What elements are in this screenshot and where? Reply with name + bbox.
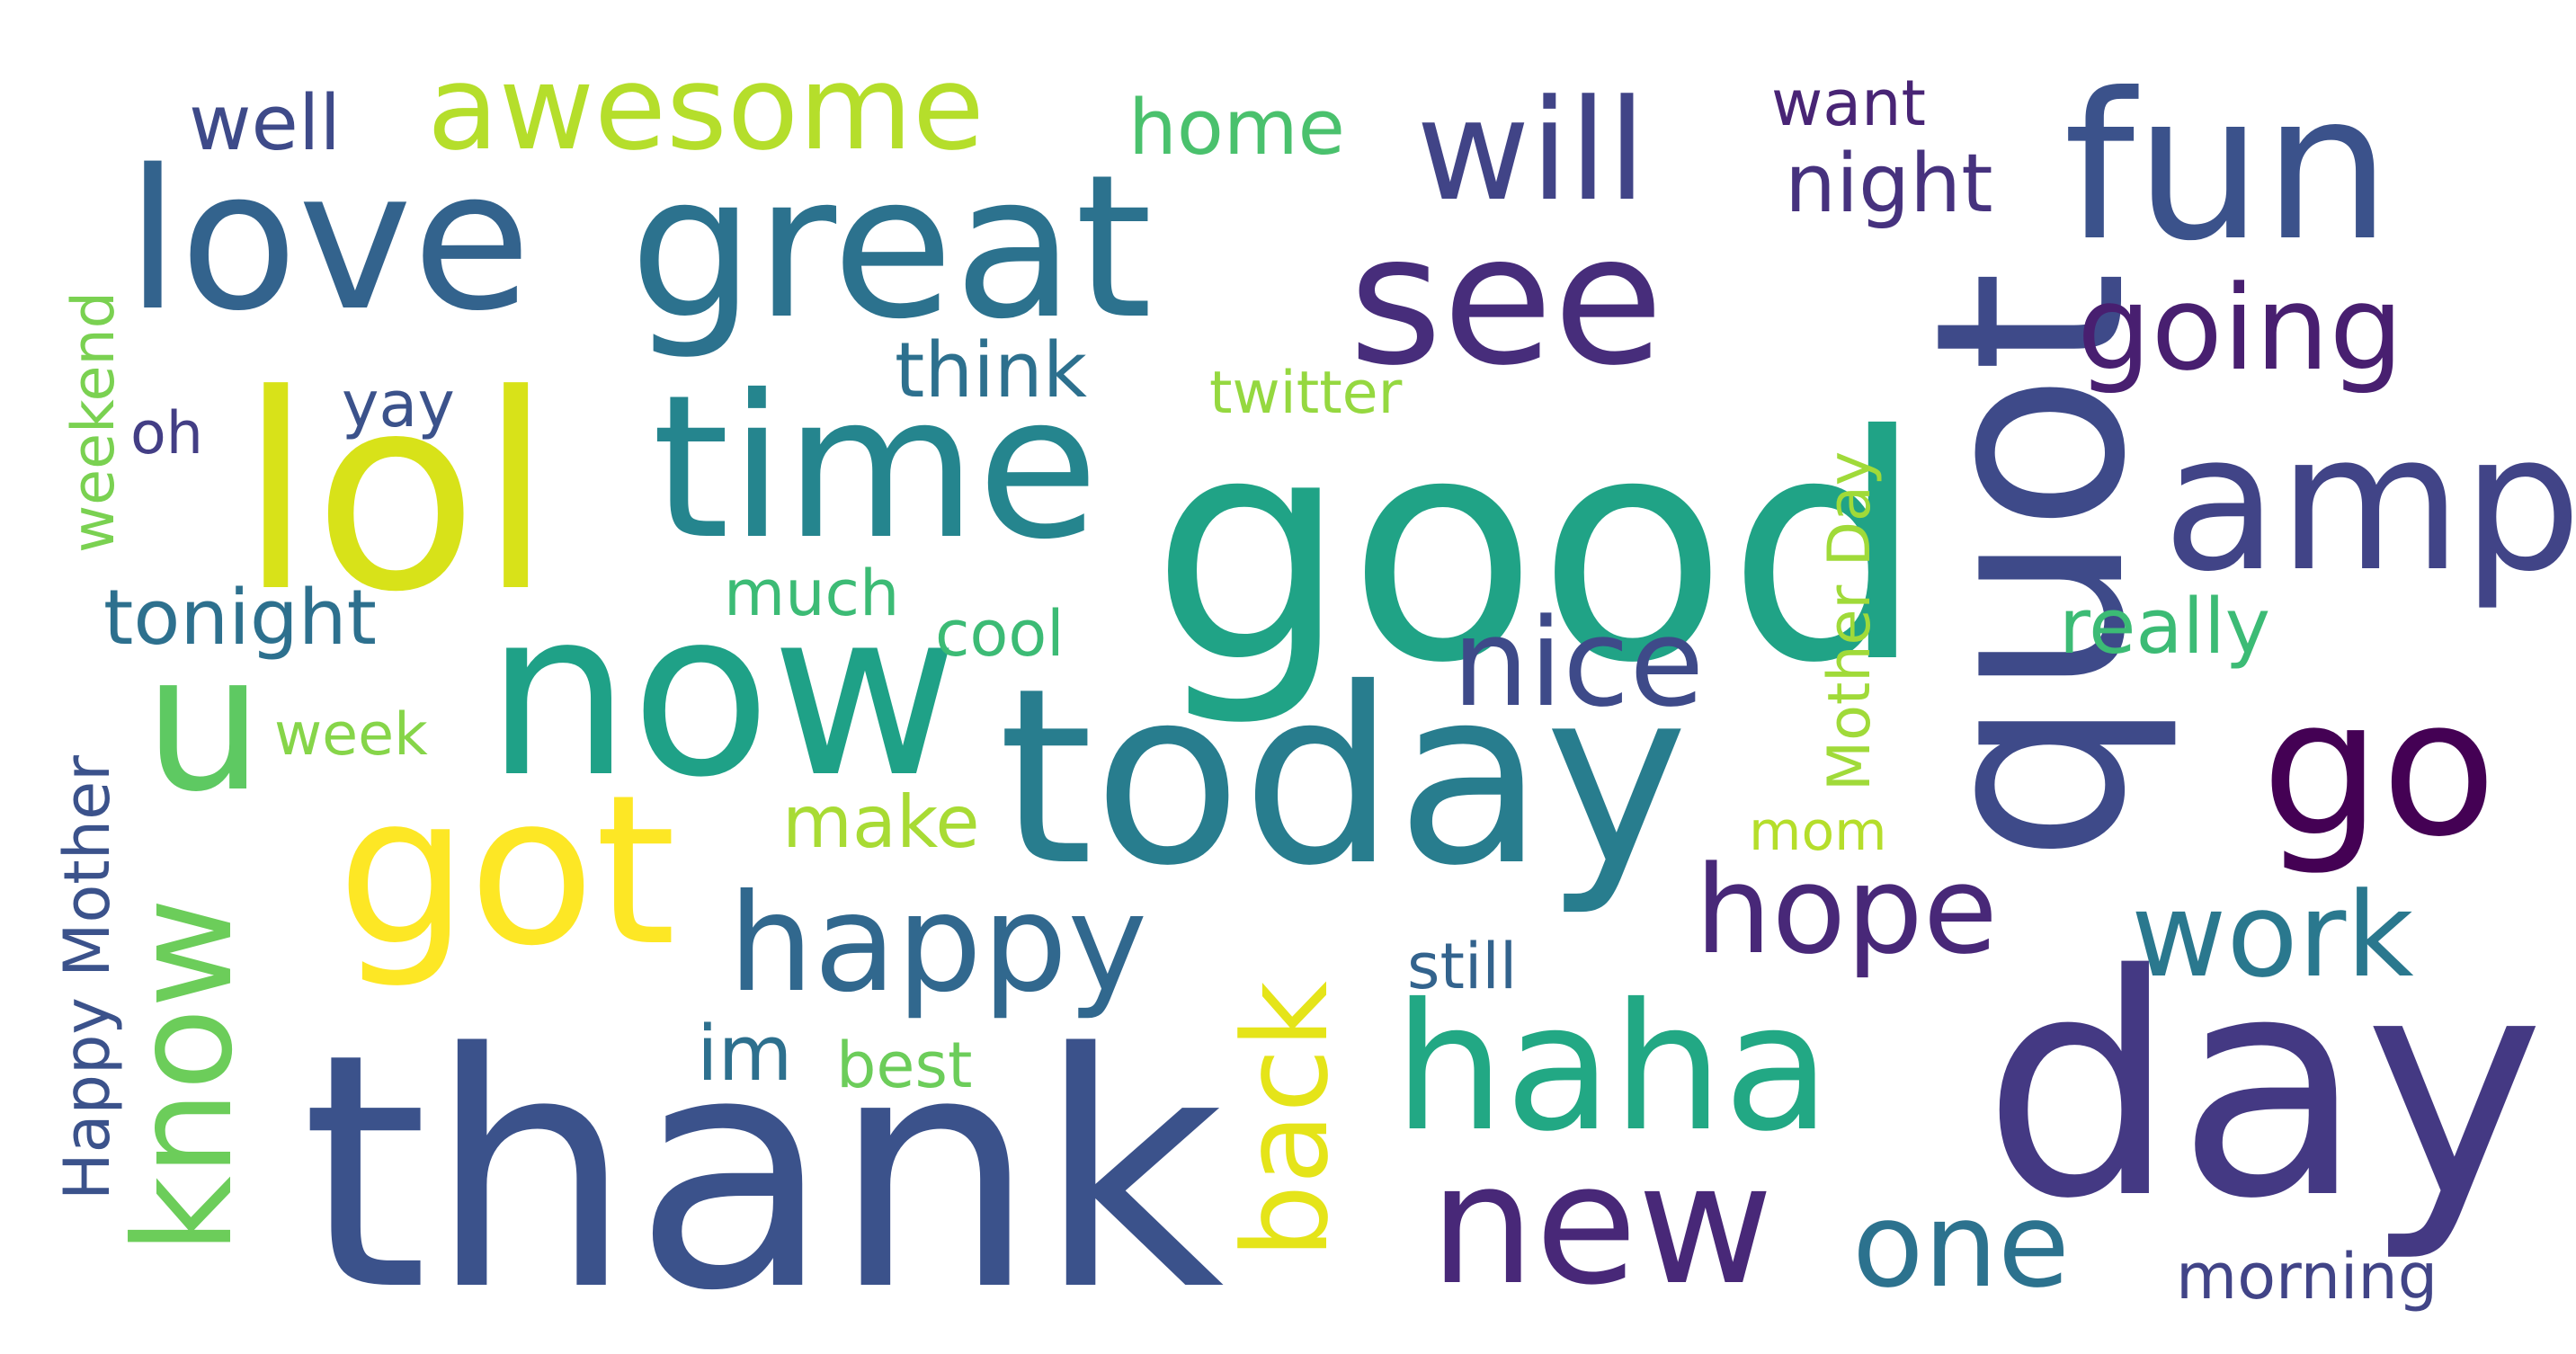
word-nice: nice xyxy=(1452,592,1705,734)
word-hope: hope xyxy=(1695,840,1998,981)
word-one: one xyxy=(1852,1177,2070,1314)
word-see: see xyxy=(1349,196,1664,405)
word-happy: happy xyxy=(728,866,1148,1022)
word-cool: cool xyxy=(935,597,1065,671)
word-well: well xyxy=(189,79,342,168)
word-make: make xyxy=(782,780,980,864)
word-weekend: weekend xyxy=(60,291,128,553)
word-will: will xyxy=(1416,69,1646,232)
word-best: best xyxy=(836,1029,973,1102)
word-tonight: tonight xyxy=(103,574,377,663)
word-still: still xyxy=(1407,930,1518,1003)
word-mother-day: Mother Day xyxy=(1816,450,1884,791)
word-today: today xyxy=(998,636,1689,919)
word-work: work xyxy=(2131,867,2414,1003)
word-happy-mother: Happy Mother xyxy=(50,755,124,1200)
word-much: much xyxy=(724,557,900,630)
word-know: know xyxy=(106,897,263,1254)
word-week: week xyxy=(274,701,428,769)
word-day: day xyxy=(1983,910,2545,1266)
word-time: time xyxy=(652,352,1100,583)
word-home: home xyxy=(1128,84,1345,173)
word-haha: haha xyxy=(1394,966,1832,1170)
word-got: got xyxy=(337,752,676,992)
word-new: new xyxy=(1430,1127,1774,1322)
word-twitter: twitter xyxy=(1209,360,1403,427)
word-u: u xyxy=(144,613,264,833)
word-really: really xyxy=(2059,583,2270,672)
word-good: good xyxy=(1151,370,1925,731)
word-fun: fun xyxy=(2063,50,2392,286)
word-great: great xyxy=(629,132,1153,362)
word-night: night xyxy=(1785,137,1993,231)
word-now: now xyxy=(486,561,959,828)
word-love: love xyxy=(126,128,531,353)
word-back: back xyxy=(1217,981,1354,1259)
word-morning: morning xyxy=(2176,1240,2438,1314)
word-yay: yay xyxy=(342,368,455,441)
word-awesome: awesome xyxy=(427,40,985,176)
word-going: going xyxy=(2077,260,2404,396)
word-im: im xyxy=(697,1010,793,1099)
word-thank: thank xyxy=(301,984,1225,1354)
word-think: think xyxy=(895,326,1087,415)
word-mom: mom xyxy=(1749,800,1887,863)
word-want: want xyxy=(1771,67,1926,140)
word-amp: amp xyxy=(2162,393,2576,613)
word-oh: oh xyxy=(130,400,203,468)
word-lol: lol xyxy=(238,337,554,651)
word-go: go xyxy=(2261,658,2497,878)
